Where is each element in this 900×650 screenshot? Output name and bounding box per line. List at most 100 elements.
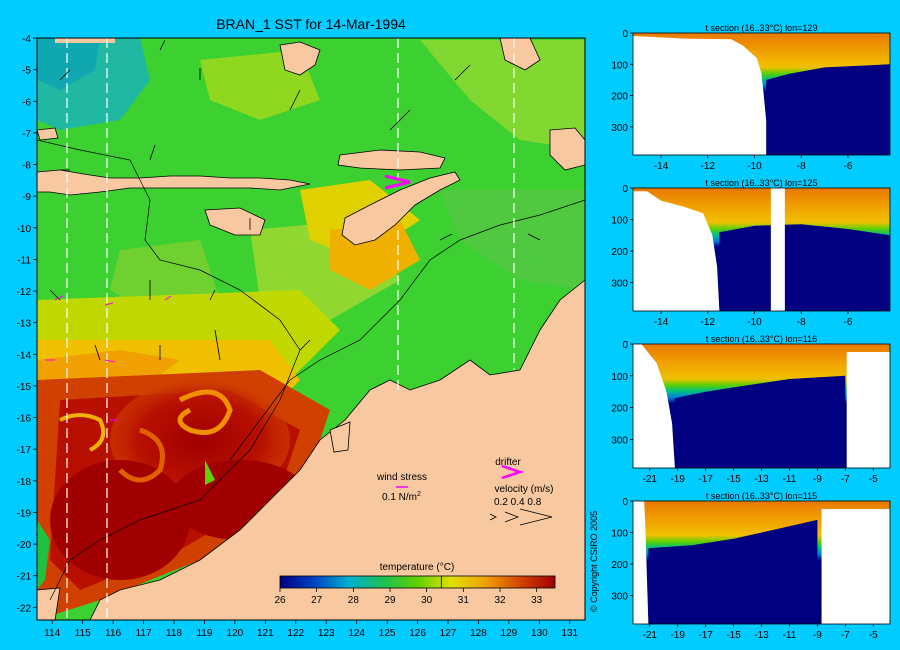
map-x-tick-label: 131 [561,628,578,639]
section-y-tick-label: 100 [611,372,628,383]
colorbar-tick-label: 31 [458,595,470,606]
section-y-tick-label: 200 [611,404,628,415]
map-legend: wind stress 0.1 N/m2 drifter velocity (m… [376,457,553,526]
map-y-tick-label: -21 [17,572,32,583]
section-deep-water [766,64,890,155]
wind-stress-exponent: 2 [417,491,421,498]
section-x-tick-label: -12 [701,317,716,328]
map-x-tick-label: 118 [166,628,182,639]
map-x-tick-label: 130 [531,628,548,639]
wind-stress-value: 0.1 N/m [382,492,417,503]
map-y-tick-label: -17 [17,445,32,456]
section-panels: t section (16..33°C) lon=129 -14 -12 -10 -8 -… [611,23,891,641]
section-y-tick-label: 0 [622,184,628,195]
section-right-land [846,352,890,468]
colorbar: temperature (°C) 26 27 28 29 30 31 32 33 [274,562,556,606]
section-x-tick-label: -13 [754,630,769,641]
section-x-tick-label: -12 [701,161,716,172]
map-y-tick-label: -19 [17,508,32,519]
section-x-tick-label: -7 [841,630,850,641]
section-title: t section (16..33°C) lon=115 [706,491,817,501]
section-x-tick-label: -7 [841,474,850,485]
colorbar-tick-label: 30 [421,595,433,606]
section-x-tick-label: -6 [843,317,852,328]
map-y-tick-label: -13 [17,319,32,330]
map-y-tick-label: -20 [17,540,32,551]
section-land [633,191,720,311]
colorbar-tick-label: 32 [494,595,506,606]
map-y-tick-label: -11 [17,255,31,266]
map-y-tick-label: -4 [22,34,31,45]
colorbar-tick-label: 26 [274,595,286,606]
copyright: © Copyright CSIRO 2005 [589,511,599,612]
section-panel-1: t section (16..33°C) lon=129 -14 -12 -10 -8 -… [611,23,891,172]
map-x-tick-label: 116 [105,628,121,639]
section-y-tick-label: 0 [622,29,628,40]
wind-stress-label: wind stress [376,472,427,483]
map-x-tick-label: 114 [44,628,60,639]
section-x-tick-label: -13 [754,474,769,485]
section-x-tick-label: -8 [797,317,806,328]
section-x-tick-label: -5 [869,474,878,485]
section-x-tick-label: -19 [670,630,685,641]
map-x-tick-label: 119 [196,628,212,639]
map-y-tick-label: -14 [17,350,32,361]
colorbar-tick-label: 33 [531,595,543,606]
map-x-tick-label: 123 [318,628,335,639]
map-y-tick-label: -18 [17,477,32,488]
section-y-tick-label: 0 [622,497,628,508]
map-x-tick-label: 120 [227,628,244,639]
map-y-tick-label: -15 [17,382,32,393]
section-land [633,501,649,624]
map-y-tick-label: -8 [22,161,31,172]
section-panel-4: t section (16..33°C) lon=115 -21 -19 -17 -15… [611,491,891,641]
section-deep-water [674,375,846,468]
map-x-tick-label: 122 [287,628,304,639]
drifter-legend-icon [501,464,524,480]
map-x-tick-label: 127 [440,628,457,639]
section-x-tick-label: -10 [747,317,762,328]
section-x-tick-label: -6 [843,161,852,172]
sst-map: BRAN_1 SST for 14-Mar-1994 [17,16,586,639]
section-y-tick-label: 300 [611,123,628,134]
velocity-values: 0.2 0.4 0.8 [494,497,542,508]
map-x-tick-label: 121 [257,628,274,639]
section-land [633,36,767,155]
drifter-marker [384,174,411,190]
map-y-tick-label: -22 [17,603,32,614]
drifter-label: drifter [495,457,521,468]
section-y-tick-label: 300 [611,592,628,603]
map-x-tick-label: 129 [501,628,518,639]
map-y-ticks: -4 -5 -6 -7 -8 -9 -10 -11 -12 -13 -14 -15 -16 -17 -18 -… [17,34,37,614]
land [37,38,585,620]
section-right-land [821,509,890,624]
section-x-tick-label: -10 [747,161,762,172]
map-x-tick-label: 124 [348,628,365,639]
section-y-tick-label: 200 [611,560,628,571]
section-deep-water [648,519,818,624]
section-y-tick-label: 0 [622,340,628,351]
map-y-tick-label: -12 [17,287,32,298]
map-title: BRAN_1 SST for 14-Mar-1994 [216,16,406,32]
sst-field [37,38,585,620]
section-x-tick-label: -19 [670,474,685,485]
section-land [633,344,675,468]
section-x-tick-label: -17 [698,630,713,641]
colorbar-tick-label: 27 [311,595,323,606]
section-y-tick-label: 100 [611,529,628,540]
section-x-tick-label: -15 [726,474,741,485]
wind-vectors [49,39,541,361]
section-gap [770,188,785,311]
section-x-tick-label: -9 [813,630,822,641]
section-x-tick-label: -8 [797,161,806,172]
section-y-tick-label: 100 [611,60,628,71]
map-y-tick-label: -16 [17,414,32,425]
colorbar-tick-label: 29 [384,595,396,606]
map-y-tick-label: -5 [22,66,31,77]
colorbar-tick-label: 28 [348,595,360,606]
section-lines [66,38,515,620]
section-x-tick-label: -5 [869,630,878,641]
section-x-tick-label: -14 [654,161,669,172]
section-x-tick-label: -17 [698,474,713,485]
section-y-tick-label: 300 [611,435,628,446]
